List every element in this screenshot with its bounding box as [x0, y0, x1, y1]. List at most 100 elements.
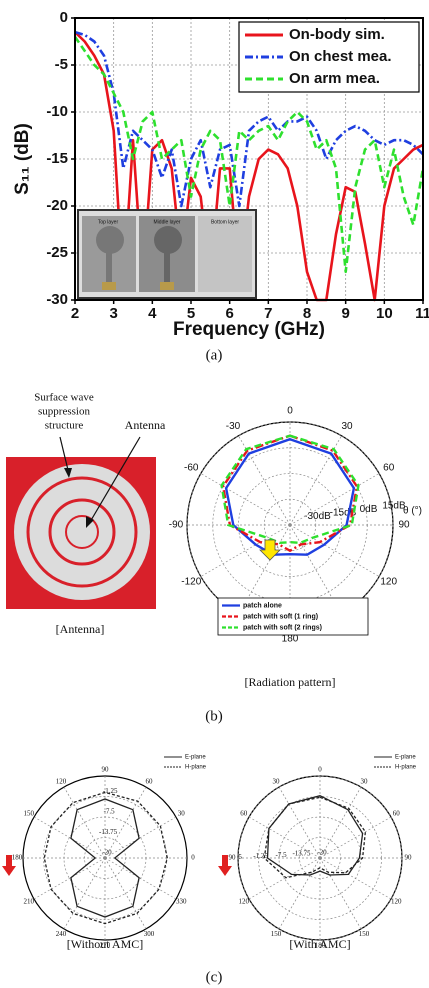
arrow [2, 855, 16, 876]
annotation: Antenna [125, 418, 166, 432]
theta-tick-label: -120 [181, 577, 201, 588]
data-line [220, 434, 360, 545]
y-tick-label: -30 [46, 291, 68, 308]
r-tick-label: -13.75 [292, 850, 311, 858]
legend-label: H-plane [395, 765, 417, 771]
theta-tick-label: 90 [229, 854, 237, 862]
legend-label: E-plane [185, 755, 206, 761]
grid-spoke [319, 786, 362, 859]
x-axis-label: Frequency (GHz) [173, 319, 325, 340]
grid-spoke [200, 473, 291, 526]
plot-frame [74, 17, 424, 301]
caption: [With AMC] [289, 937, 350, 951]
arrow [218, 855, 232, 876]
legend-box [217, 597, 369, 636]
x-tick-label: 3 [109, 305, 117, 322]
theta-tick-label: 120 [239, 898, 250, 906]
x-tick-label: 7 [264, 305, 272, 322]
y-tick-label: -15 [46, 150, 68, 167]
grid-spoke [104, 857, 147, 930]
r-tick-label: -13.75 [99, 828, 118, 836]
r-tick-label: 15dB [382, 500, 406, 511]
x-tick-label: 5 [187, 305, 195, 322]
theta-tick-label: 30 [273, 777, 281, 785]
r-tick-label: -20 [317, 849, 327, 857]
inset-label: Bottom layer [211, 219, 239, 225]
x-tick-label: 11 [415, 305, 429, 322]
theta-tick-label: 30 [361, 777, 369, 785]
grid-spoke [104, 857, 177, 900]
y-axis-label: S₁₁ (dB) [12, 123, 33, 195]
grid-spoke [63, 786, 106, 859]
legend-label: H-plane [185, 765, 207, 771]
data-line [263, 796, 367, 879]
r-tick-label: -20 [102, 849, 112, 857]
legend-label: On chest mea. [289, 48, 392, 65]
caption: [Antenna] [56, 622, 105, 636]
r-tick-label: -1.25 [103, 787, 118, 795]
legend-label: On arm mea. [289, 70, 380, 87]
panel-label: (b) [205, 708, 223, 724]
theta-tick-label: 150 [271, 930, 282, 938]
y-tick-label: -20 [46, 197, 68, 214]
grid-spoke [289, 435, 342, 526]
x-tick-label: 8 [303, 305, 311, 322]
r-tick-label: -7.5 [104, 808, 116, 816]
r-tick-label: 5 [238, 853, 242, 861]
x-tick-label: 4 [148, 305, 157, 322]
grid-spoke [63, 857, 106, 930]
grid-spoke [248, 857, 321, 900]
theta-tick-label: -90 [169, 520, 184, 531]
theta-tick-label: 60 [393, 810, 401, 818]
inset-label: Middle layer [154, 219, 181, 225]
caption: [Radiation pattern] [245, 675, 336, 689]
r-tick-label: -1.25 [253, 852, 268, 860]
grid-spoke [104, 816, 177, 859]
data-line [74, 31, 424, 302]
legend-label: E-plane [395, 755, 416, 761]
x-tick-label: 6 [225, 305, 233, 322]
grid-spoke [319, 816, 392, 859]
caption: [Without AMC] [67, 937, 144, 951]
y-tick-label: -25 [46, 244, 68, 261]
panel-label: (a) [206, 347, 223, 363]
theta-tick-label: 300 [144, 930, 155, 938]
legend-label: patch with soft (1 ring) [243, 613, 318, 620]
annotation: Surface wave [34, 392, 94, 404]
grid-spoke [289, 473, 380, 526]
theta-tick-label: 240 [56, 930, 67, 938]
inset-label: Top layer [98, 219, 119, 225]
theta-tick-label: 60 [146, 777, 154, 785]
r-tick-label: -30dB [304, 511, 331, 522]
theta-tick-label: 180 [12, 854, 23, 862]
y-tick-label: -5 [55, 56, 68, 73]
y-tick-label: -10 [46, 103, 68, 120]
r-tick-label: -7.5 [276, 851, 288, 859]
theta-tick-label: 180 [315, 942, 326, 950]
grid-spoke [104, 786, 147, 859]
theta-tick-label: 90 [405, 854, 413, 862]
r-tick-label: -15dB [330, 507, 357, 518]
grid-spoke [200, 524, 291, 577]
theta-tick-label: 30 [178, 810, 186, 818]
theta-tick-label: -30 [226, 421, 241, 432]
antenna-photo [6, 436, 156, 609]
theta-tick-label: 60 [240, 810, 248, 818]
theta-tick-label: 120 [380, 577, 397, 588]
theta-tick-label: 150 [359, 930, 370, 938]
data-line [224, 437, 356, 556]
theta-tick-label: 60 [383, 463, 395, 474]
grid-spoke [278, 786, 321, 859]
panel-label: (c) [206, 969, 223, 985]
x-tick-label: 10 [376, 305, 393, 322]
theta-tick-label: 90 [102, 766, 110, 774]
theta-tick-label: 120 [56, 777, 67, 785]
theta-tick-label: 210 [24, 898, 35, 906]
legend-label: patch with soft (2 rings) [243, 624, 322, 631]
grid-spoke [319, 857, 362, 930]
theta-tick-label: 90 [398, 520, 410, 531]
data-line [221, 434, 359, 553]
grid-spoke [33, 857, 106, 900]
theta-tick-label: 0 [318, 766, 322, 774]
